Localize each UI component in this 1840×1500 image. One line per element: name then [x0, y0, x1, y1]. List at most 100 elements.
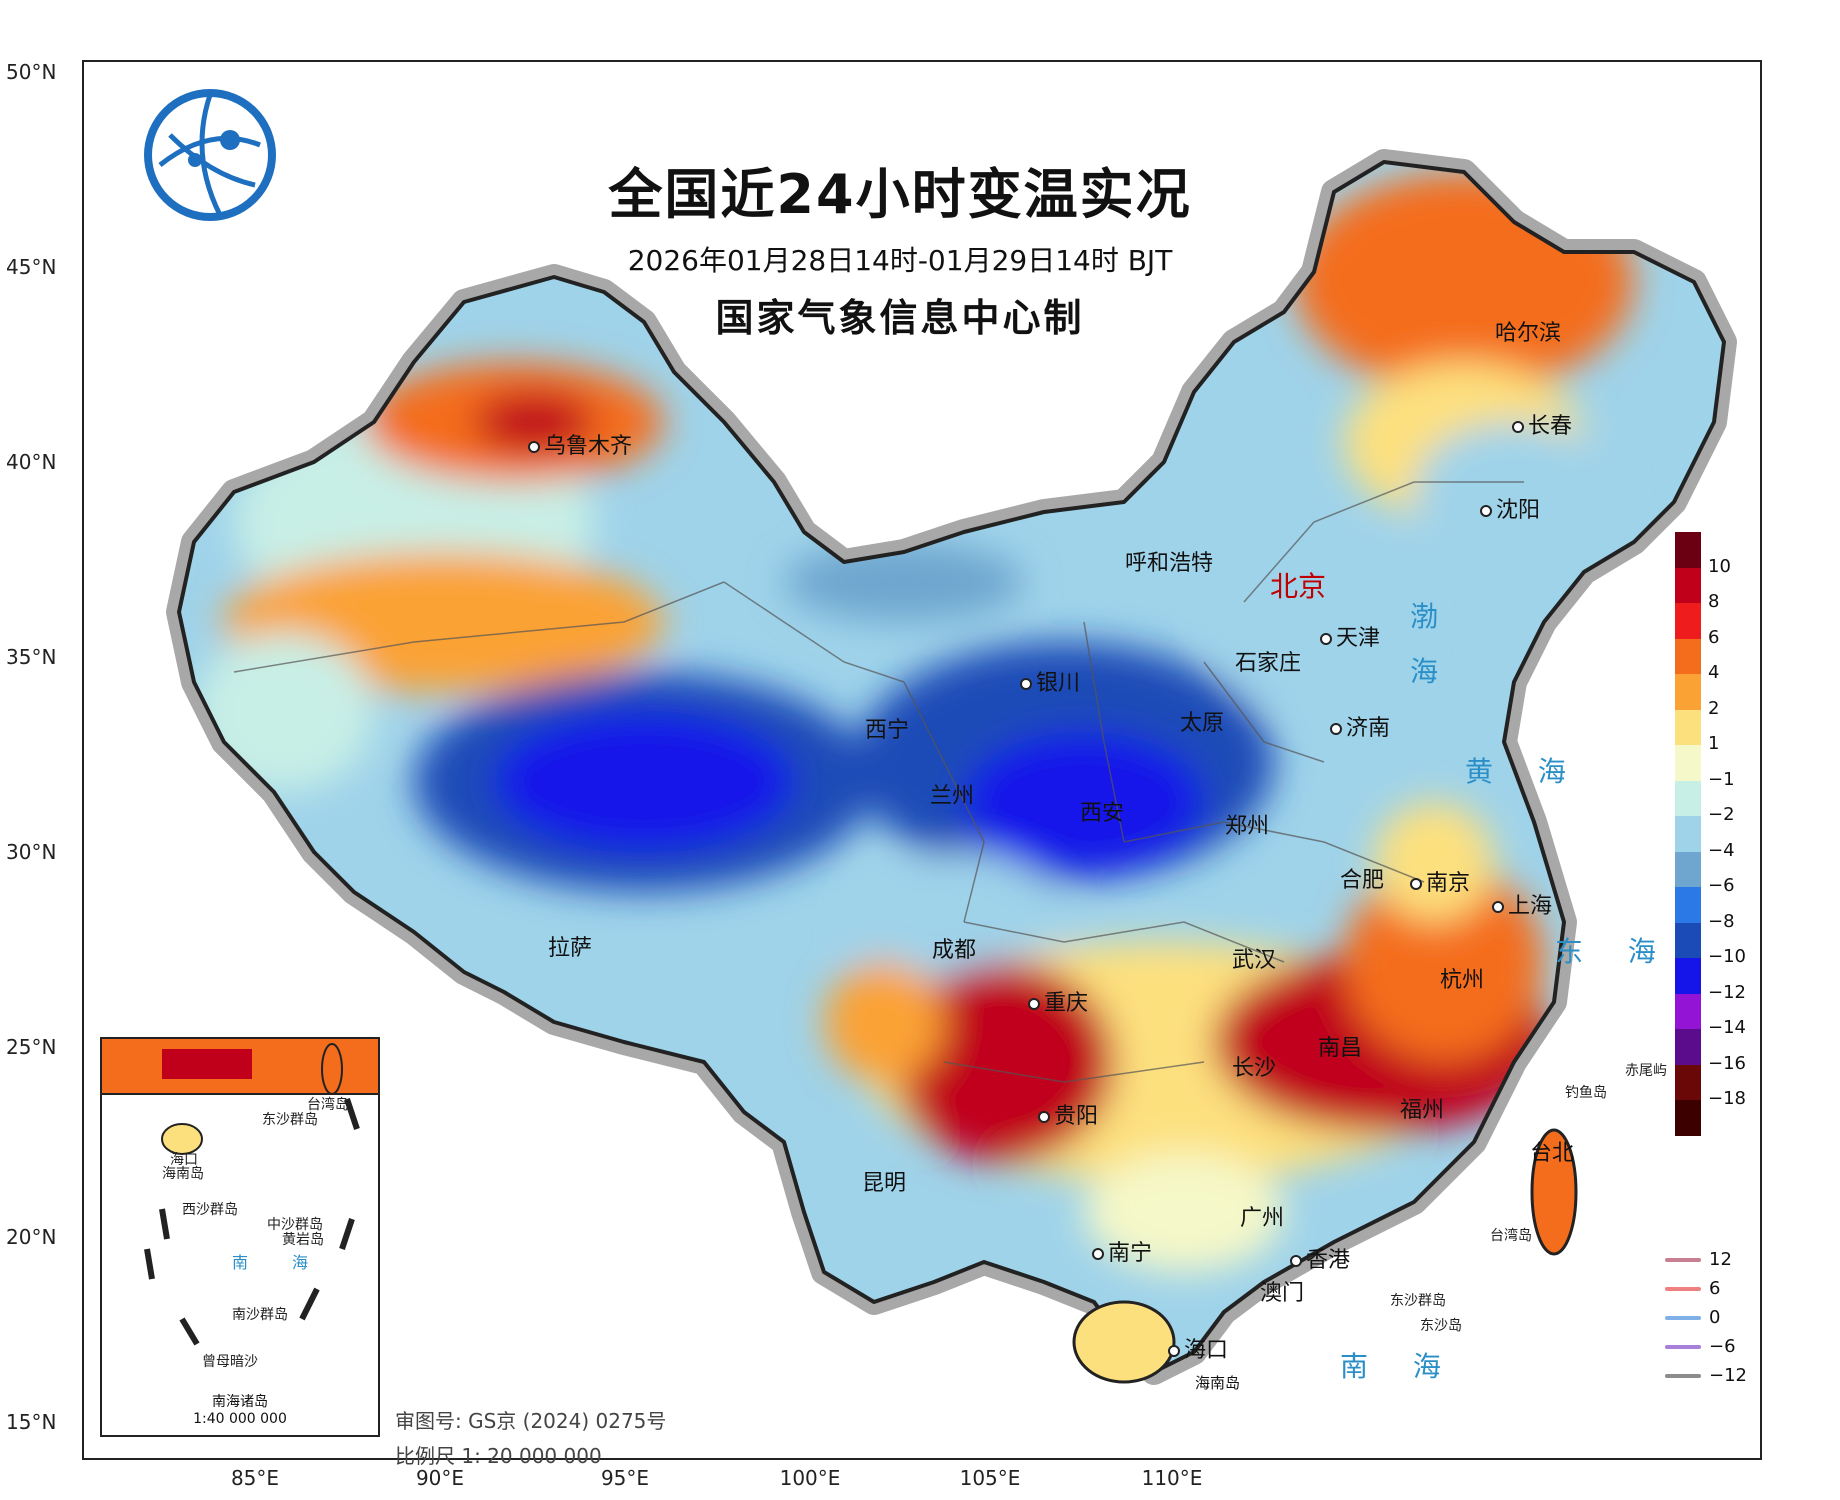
- legend-label: −18: [1708, 1088, 1746, 1109]
- city-name: 西安: [1080, 801, 1125, 826]
- sea-bohai-2: 海: [1410, 655, 1457, 688]
- scale-text: 比例尺 1: 20 000 000: [395, 1444, 602, 1468]
- legend-label: −4: [1708, 839, 1735, 861]
- lat-label-30: 30°N: [6, 840, 57, 864]
- legend-swatch: [1675, 638, 1701, 674]
- label-dongsha-island: 东沙岛: [1420, 1318, 1462, 1334]
- map-frame: [82, 60, 1762, 1460]
- city-marker: [1410, 878, 1422, 890]
- map-canvas: [166, 149, 1737, 1385]
- city-name: 台北: [1530, 1141, 1575, 1166]
- city-name: 福州: [1400, 1098, 1445, 1123]
- cma-logo-icon: [144, 89, 276, 221]
- legend-swatch: [1675, 993, 1701, 1029]
- city-macau: 澳门: [1260, 1275, 1304, 1307]
- city-wuhan: 武汉: [1232, 942, 1276, 974]
- city-marker: [1020, 678, 1032, 690]
- city-hongkong: 香港: [1290, 1242, 1350, 1274]
- inset-label-zengmu: 曾母暗沙: [202, 1354, 258, 1370]
- line-legend-row: 6: [1665, 1274, 1747, 1303]
- city-name: 拉萨: [548, 936, 593, 961]
- lon-label-100: 100°E: [779, 1466, 841, 1490]
- legend-swatch: [1675, 922, 1701, 958]
- legend-label: −14: [1708, 1017, 1746, 1038]
- city-name: 武汉: [1232, 948, 1277, 973]
- inset-sea-2: 海: [292, 1253, 309, 1272]
- city-name: 南昌: [1318, 1036, 1363, 1061]
- city-zhengzhou: 郑州: [1225, 808, 1269, 840]
- legend-swatch: [1675, 887, 1701, 923]
- map-title: 全国近24小时变温实况: [608, 163, 1192, 226]
- city-nanning: 南宁: [1092, 1235, 1152, 1267]
- inset-label-taiwan: 台湾岛: [307, 1097, 349, 1113]
- city-marker: [1092, 1248, 1104, 1260]
- city-name: 郑州: [1225, 814, 1270, 839]
- city-tianjin: 天津: [1320, 620, 1380, 652]
- color-legend: [1675, 532, 1701, 1136]
- line-legend-row: 0: [1665, 1303, 1747, 1332]
- city-name: 海口: [1184, 1338, 1229, 1363]
- legend-label: 10: [1708, 555, 1731, 577]
- line-legend-label: 0: [1709, 1307, 1721, 1328]
- city-lhasa: 拉萨: [548, 930, 592, 962]
- city-shanghai: 上海: [1492, 888, 1552, 920]
- legend-swatch: [1675, 532, 1701, 568]
- time-range: 2026年01月28日14时-01月29日14时 BJT: [627, 244, 1173, 277]
- city-guiyang: 贵阳: [1038, 1098, 1098, 1130]
- legend-label: 8: [1708, 591, 1720, 612]
- city-marker: [528, 441, 540, 453]
- city-taipei: 台北: [1530, 1135, 1574, 1167]
- legend-label: 1: [1708, 733, 1720, 754]
- city-marker: [1492, 901, 1504, 913]
- line-legend-label: 12: [1709, 1249, 1732, 1270]
- city-chengdu: 成都: [932, 932, 976, 964]
- province-boundaries: [233, 481, 1524, 1083]
- city-name: 贵阳: [1054, 1104, 1099, 1129]
- city-changchun: 长春: [1512, 408, 1572, 440]
- lat-label-25: 25°N: [6, 1035, 57, 1059]
- city-beijing: 北京: [1270, 570, 1327, 603]
- city-hefei: 合肥: [1340, 862, 1384, 894]
- city-shijiazhuang: 石家庄: [1235, 645, 1301, 677]
- lat-label-45: 45°N: [6, 255, 57, 279]
- city-changsha: 长沙: [1232, 1050, 1276, 1082]
- city-name: 昆明: [862, 1171, 907, 1196]
- legend-swatch: [1675, 780, 1701, 816]
- city-fuzhou: 福州: [1400, 1092, 1444, 1124]
- city-name: 乌鲁木齐: [544, 434, 633, 459]
- city-name: 杭州: [1440, 968, 1485, 993]
- city-name: 银川: [1036, 671, 1081, 696]
- line-legend-row: −12: [1665, 1361, 1747, 1390]
- line-legend-swatch: [1665, 1315, 1701, 1320]
- sea-east: 东 海: [1555, 935, 1674, 968]
- city-name: 哈尔滨: [1495, 321, 1562, 346]
- inset-scale: 1:40 000 000: [193, 1411, 287, 1427]
- label-chiwei: 赤尾屿: [1625, 1063, 1667, 1079]
- map-review-number: 审图号: GS京 (2024) 0275号: [395, 1409, 667, 1433]
- legend-swatch: [1675, 816, 1701, 852]
- city-hangzhou: 杭州: [1440, 962, 1484, 994]
- line-legend-label: 6: [1709, 1278, 1721, 1299]
- city-yinchuan: 银川: [1020, 665, 1080, 697]
- legend-swatch: [1675, 1064, 1701, 1100]
- lat-label-20: 20°N: [6, 1225, 57, 1249]
- lon-label-110: 110°E: [1141, 1466, 1203, 1490]
- city-name: 天津: [1336, 626, 1381, 651]
- legend-label: −8: [1708, 910, 1735, 932]
- inset-label-huangyan: 黄岩岛: [282, 1232, 324, 1248]
- inset-label-dongsha: 东沙群岛: [262, 1112, 318, 1128]
- legend-label: 6: [1708, 626, 1720, 648]
- line-legend-row: 12: [1665, 1245, 1747, 1274]
- city-nanchang: 南昌: [1318, 1030, 1362, 1062]
- city-chongqing: 重庆: [1028, 985, 1088, 1017]
- line-legend-swatch: [1665, 1344, 1701, 1349]
- line-legend: 12 6 0 −6 −12: [1665, 1245, 1747, 1390]
- line-legend-label: −12: [1709, 1365, 1747, 1386]
- legend-label: −6: [1708, 875, 1735, 896]
- lat-label-40: 40°N: [6, 450, 57, 474]
- city-shenyang: 沈阳: [1480, 492, 1540, 524]
- city-harbin: 哈尔滨: [1495, 315, 1561, 347]
- inset-label-xisha: 西沙群岛: [182, 1202, 238, 1218]
- legend-swatch: [1675, 709, 1701, 745]
- city-name: 香港: [1306, 1248, 1351, 1273]
